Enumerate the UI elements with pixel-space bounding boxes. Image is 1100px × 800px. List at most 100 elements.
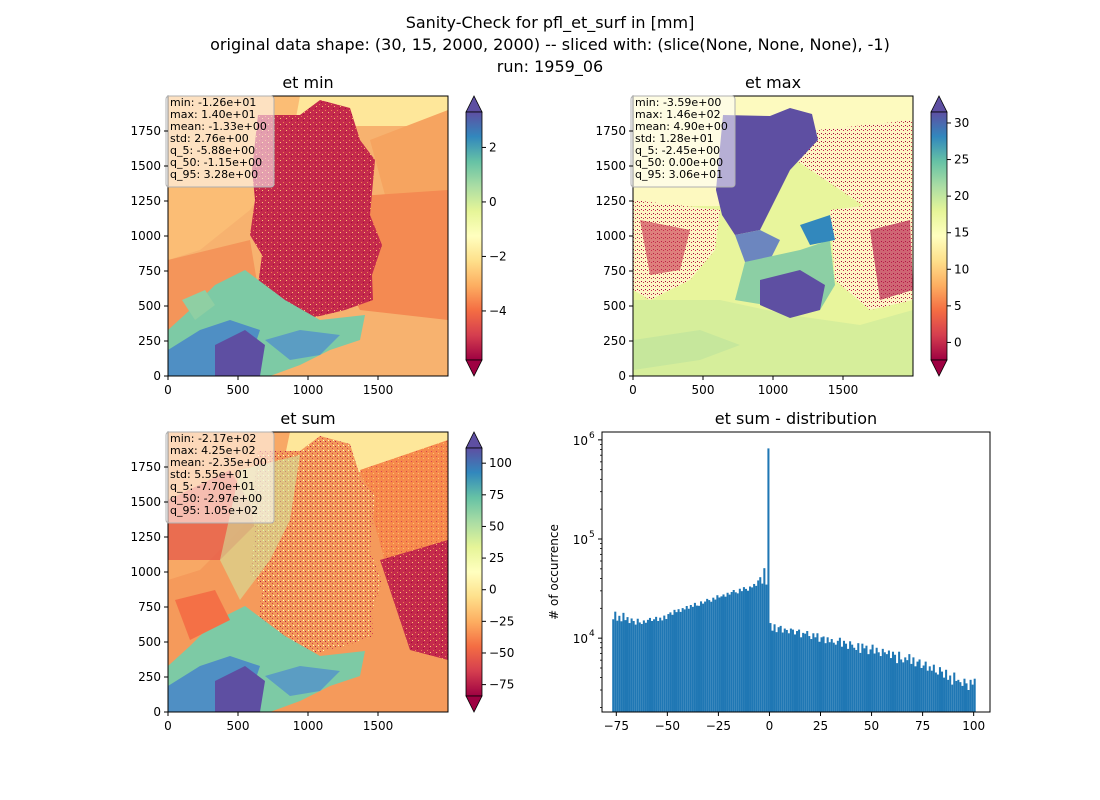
histogram-bar [842,640,846,712]
histogram-bar [708,600,711,712]
histogram-bar [879,656,882,712]
histogram-bar [793,634,796,712]
stat-line: std: 5.55e+01 [170,468,249,481]
histogram-bar [949,675,952,712]
histogram-bar [934,672,937,712]
histogram-bar [889,658,892,712]
histogram-bar [896,663,899,712]
histogram-bar [657,620,660,712]
histogram-bar [840,646,843,712]
histogram-bar [665,619,668,712]
panel-et-min: et min min: -1.26e+01 max: 1.40e+01 mean… [130,73,506,397]
histogram-bar [810,639,813,712]
histogram-bar [945,669,948,712]
histogram-bar [826,637,829,712]
histogram-bar [638,622,641,712]
colorbar-extend-max [930,95,948,113]
stat-line: q_5: -7.70e+01 [170,480,255,493]
colorbar-tick-label: 10 [954,262,969,276]
histogram-bar [663,615,666,712]
histogram-bar [885,654,888,712]
histogram-bar [771,630,774,712]
histogram-bar [640,623,643,712]
histogram-bar [675,612,678,712]
histogram-bar [642,620,645,712]
histogram-bar [646,619,649,712]
y-tick-label: 1500 [130,159,161,173]
x-tick-label: 1500 [828,383,859,397]
histogram-bar [902,662,905,712]
panel-et-sum-distribution: et sum - distribution −75 −50 −25 0 25 50 75 10… [547,409,991,733]
histogram-bar [730,592,733,712]
histogram-bar [869,649,872,712]
histogram-bar [738,588,741,712]
figure-title-line-3: run: 1959_06 [496,57,604,76]
histogram-bar [832,642,835,712]
histogram-bar [749,586,752,712]
histogram-bar [671,614,674,712]
stats-box-et-max: min: -3.59e+00 max: 1.46e+02 mean: 4.90e… [630,95,736,188]
histogram-bar [781,632,784,712]
x-tick-label: 0 [164,719,172,733]
histogram-bar [863,648,866,712]
histogram-bar [785,629,788,712]
x-tick-label: 500 [227,719,250,733]
histogram-bar [659,617,662,712]
stat-line: q_50: 0.00e+00 [635,156,723,169]
x-tick-label: 500 [227,383,250,397]
histogram-bar [714,599,717,712]
stat-line: q_5: -5.88e+00 [170,144,255,157]
histogram-bar [973,678,976,712]
stat-line: max: 4.25e+02 [170,444,256,457]
y-tick-label: 10 [573,632,588,646]
histogram-bar [959,682,962,712]
histogram-bar [693,602,696,712]
histogram-bar [655,616,658,712]
x-tick-label: −50 [655,719,680,733]
histogram-bar [632,620,635,712]
histogram-bar [883,652,886,712]
panel-title-et-sum: et sum [280,409,335,428]
y-tick-label: 1000 [130,229,161,243]
axes-frame-distribution [601,431,991,713]
histogram-bar [755,585,758,712]
stat-line: std: 2.76e+00 [170,132,249,145]
histogram-bar [669,612,672,712]
histogram-bar [908,654,911,712]
y-tick-label: 0 [618,369,626,383]
histogram-bar [732,589,735,712]
histogram-bar [898,651,901,712]
histogram-bar [777,627,780,712]
colorbar-tick-label: 30 [954,116,969,130]
histogram-bar [953,672,956,712]
histogram-bar [838,637,841,712]
stat-line: std: 1.28e+01 [635,132,714,145]
colorbar-tick-label: 25 [489,551,504,565]
histogram-bar [812,633,815,712]
histogram-bar [859,652,862,712]
stat-line: mean: 4.90e+00 [635,120,728,133]
colorbar-et-max: 0 5 10 15 20 25 30 [930,95,969,377]
histogram-bar [891,651,895,712]
histogram-bar [818,641,821,712]
histogram-bar [691,606,694,712]
histogram-bar [910,663,913,712]
histogram-bar [716,595,719,712]
histogram-bar [624,620,627,712]
histogram-bar [791,629,794,712]
histogram-bar [922,665,925,712]
x-tick-label: 1000 [293,383,324,397]
x-tick-label: 0 [766,719,774,733]
histogram-bar [753,583,756,712]
stat-line: q_95: 1.05e+02 [170,504,258,517]
stat-line: min: -2.17e+02 [170,432,256,445]
x-tick-label: 100 [962,719,985,733]
colorbar-et-sum: −75 −50 −25 0 25 50 75 100 [465,431,514,713]
stat-line: q_95: 3.28e+00 [170,168,258,181]
colorbar-gradient [465,111,483,361]
histogram-bar [614,611,617,712]
colorbar-extend-min [465,359,483,377]
y-tick-label: 250 [603,334,626,348]
histogram-bar [620,621,623,712]
histogram-bar [912,657,915,712]
